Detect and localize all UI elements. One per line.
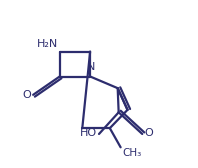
Text: N: N: [87, 62, 95, 72]
Text: O: O: [22, 90, 31, 100]
Text: H₂N: H₂N: [36, 39, 58, 49]
Text: O: O: [144, 128, 153, 138]
Text: HO: HO: [80, 128, 97, 138]
Text: CH₃: CH₃: [123, 148, 142, 158]
